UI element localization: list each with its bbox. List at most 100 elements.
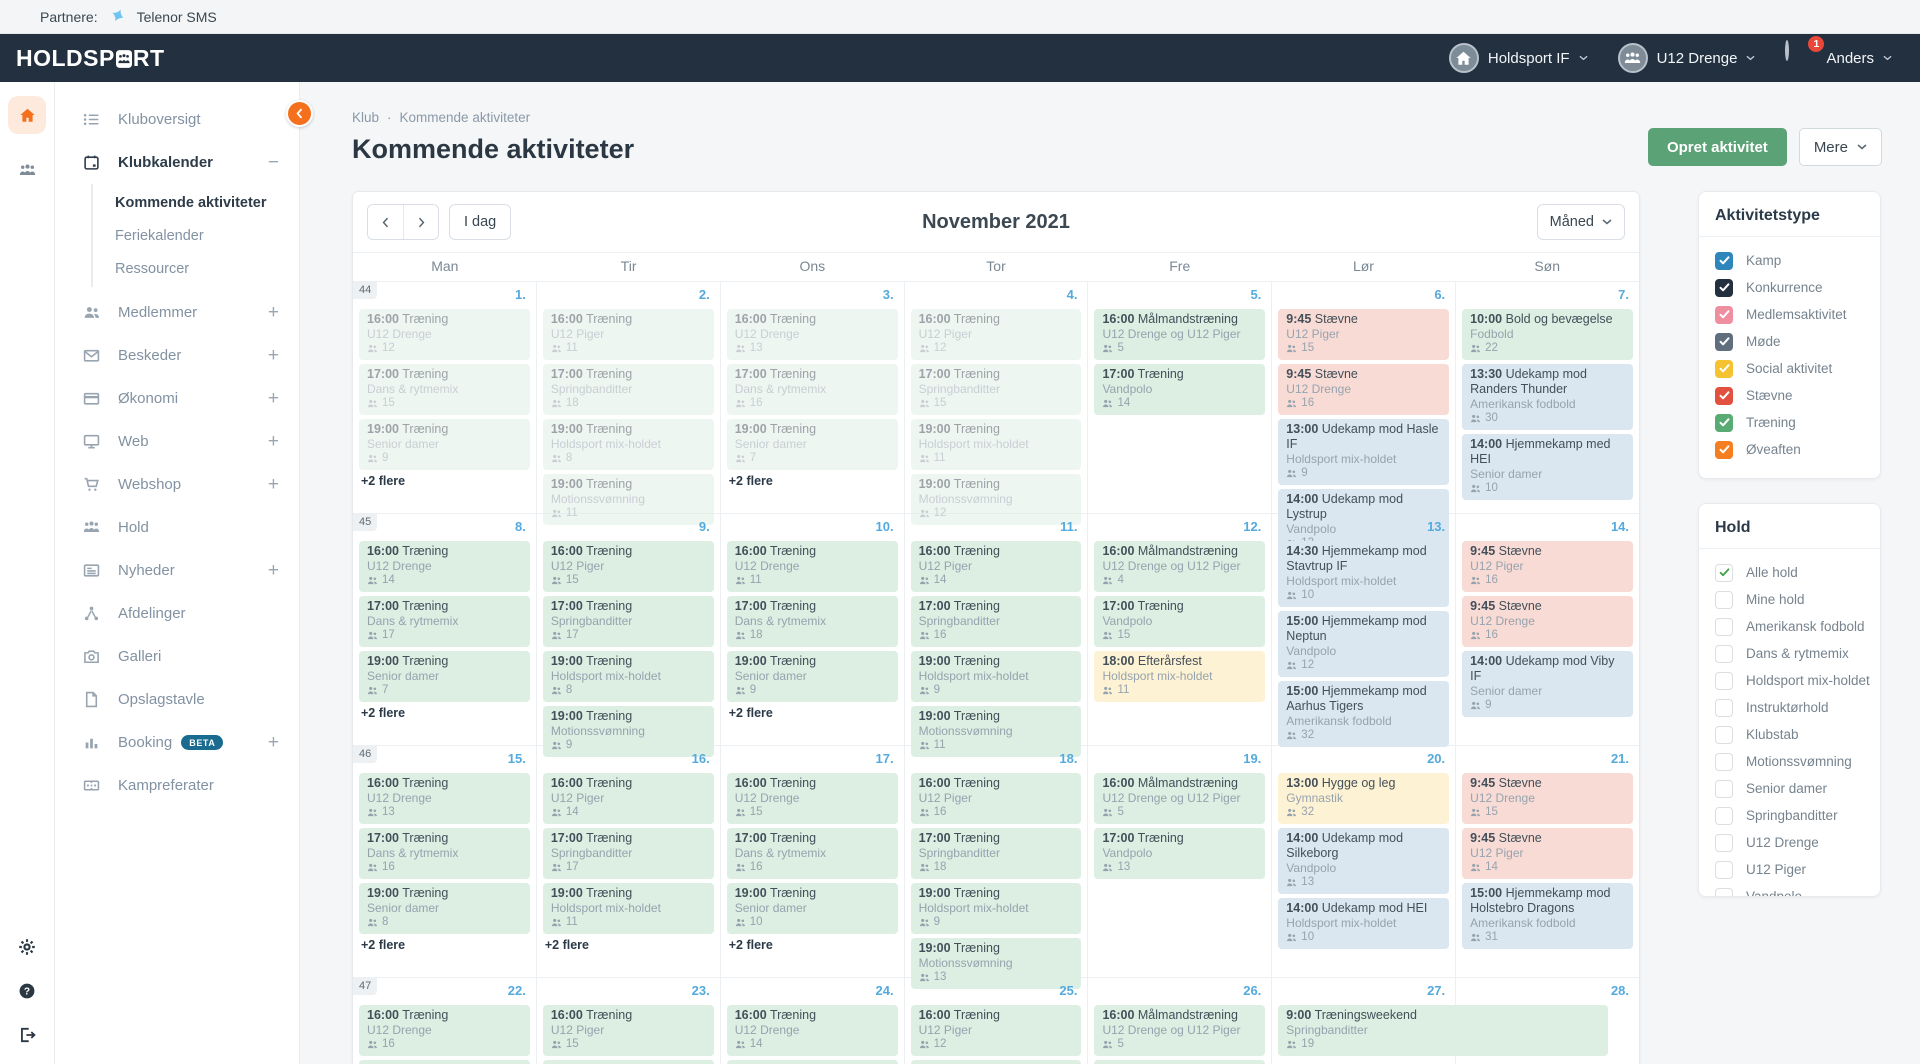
filter-row-u12-piger[interactable]: U12 Piger	[1715, 856, 1864, 883]
event-chip[interactable]: 17:00 Træning Vandpolo 13	[1094, 828, 1266, 879]
calendar-day-cell[interactable]: 3. 16:00 Træning U12 Drenge 13 17:00 Træning…	[721, 282, 905, 513]
sidebar-item-afdelinger[interactable]: Afdelinger	[55, 592, 299, 635]
event-chip[interactable]: 16:00 Træning U12 Drenge 16	[359, 1005, 530, 1056]
day-number-link[interactable]: 7.	[1618, 287, 1630, 302]
event-chip[interactable]: 19:00 Træning Senior damer 7	[726, 419, 898, 470]
create-activity-button[interactable]: Opret aktivitet	[1647, 128, 1787, 166]
filter-row-tr-ning[interactable]: Træning	[1715, 409, 1864, 436]
event-chip[interactable]: 16:00 Træning U12 Drenge 13	[726, 309, 898, 360]
event-chip[interactable]: 19:00 Træning Senior damer 8	[359, 883, 530, 934]
sidebar-item-nyheder[interactable]: Nyheder +	[55, 549, 299, 592]
event-chip[interactable]: 17:00 Træning Vandpolo 15	[1094, 596, 1266, 647]
day-number-link[interactable]: 25.	[1059, 983, 1078, 998]
event-chip[interactable]: 16:00 Målmandstræning U12 Drenge og U12 P…	[1094, 541, 1266, 592]
event-chip[interactable]: 19:00 Træning Holdsport mix-holdet 11	[910, 419, 1082, 470]
event-chip[interactable]: 19:00 Træning Holdsport mix-holdet 11	[542, 883, 714, 934]
checkbox-vandpolo[interactable]	[1715, 887, 1733, 896]
day-number-link[interactable]: 14.	[1610, 519, 1630, 534]
calendar-day-cell[interactable]: 20. 13:00 Hygge og leg Gymnastik 32 14:00 Ud…	[1272, 746, 1457, 977]
checkbox-m-de[interactable]	[1715, 332, 1733, 351]
day-number-link[interactable]: 27.	[1427, 983, 1446, 998]
filter-row-amerikansk-fodbold[interactable]: Amerikansk fodbold	[1715, 613, 1865, 640]
day-number-link[interactable]: 9.	[698, 519, 710, 534]
day-number-link[interactable]: 15.	[507, 751, 526, 766]
checkbox-konkurrence[interactable]	[1715, 278, 1733, 297]
event-chip[interactable]: 14:00 Udekamp mod Silkeborg Vandpolo 13	[1278, 828, 1450, 894]
filter-row-u12-drenge[interactable]: U12 Drenge	[1715, 829, 1864, 856]
more-events-link[interactable]: +2 flere	[544, 938, 589, 952]
event-chip[interactable]: 16:00 Træning U12 Piger 14	[542, 773, 714, 824]
checkbox-senior-damer[interactable]	[1715, 779, 1733, 798]
day-number-link[interactable]: 12.	[1243, 519, 1262, 534]
calendar-day-cell[interactable]: 14. 9:45 Stævne U12 Piger 16 9:45 Stævne U12 …	[1456, 514, 1639, 745]
checkbox-alle-hold[interactable]	[1715, 563, 1733, 582]
event-chip[interactable]: 17:00 Træning Dans & rytmemix 16	[726, 364, 898, 415]
filter-row-dans-rytmemix[interactable]: Dans & rytmemix	[1715, 640, 1864, 667]
event-chip[interactable]: 13:00 Hygge og leg Gymnastik 32	[1278, 773, 1450, 824]
event-chip[interactable]: 16:00 Træning U12 Drenge 11	[726, 541, 898, 592]
day-number-link[interactable]: 22.	[507, 983, 526, 998]
day-number-link[interactable]: 8.	[515, 519, 526, 534]
event-chip[interactable]: 19:00 Træning Motionssvømning 9	[542, 706, 714, 757]
filter-row-st-vne[interactable]: Stævne	[1715, 382, 1864, 409]
expand-section-icon[interactable]: +	[267, 474, 279, 495]
event-chip[interactable]: 16:00 Træning U12 Piger 12	[910, 1005, 1082, 1056]
sidebar-item-medlemmer[interactable]: Medlemmer +	[55, 291, 299, 334]
filter-row-social-aktivitet[interactable]: Social aktivitet	[1715, 355, 1864, 382]
calendar-day-cell[interactable]: 12. 16:00 Målmandstræning U12 Drenge og U1…	[1088, 514, 1273, 745]
event-chip[interactable]: 16:00 Træning U12 Piger 11	[542, 309, 714, 360]
checkbox-st-vne[interactable]	[1715, 386, 1733, 405]
day-number-link[interactable]: 10.	[875, 519, 894, 534]
event-chip[interactable]: 18:00 Efterårsfest Holdsport mix-holdet 11	[1094, 651, 1266, 702]
expand-section-icon[interactable]: +	[267, 431, 279, 452]
calendar-day-cell[interactable]: 4. 16:00 Træning U12 Piger 12 17:00 Træning S…	[905, 282, 1089, 525]
more-events-link[interactable]: +2 flere	[361, 938, 406, 952]
sidebar-subitem-ressourcer[interactable]: Ressourcer	[115, 260, 190, 277]
breadcrumb-root[interactable]: Klub	[352, 110, 380, 125]
calendar-day-cell[interactable]: 16. 16:00 Træning U12 Piger 14 17:00 Træning…	[537, 746, 721, 977]
event-chip[interactable]: 9:45 Stævne U12 Piger 14	[1462, 828, 1634, 879]
day-number-link[interactable]: 16.	[691, 751, 710, 766]
calendar-day-cell[interactable]: 5. 16:00 Målmandstræning U12 Drenge og U12…	[1088, 282, 1273, 513]
sidebar-item-klubkalender[interactable]: Klubkalender −	[55, 141, 299, 184]
event-chip[interactable]: 19:00 Træning Senior damer 10	[726, 883, 898, 934]
calendar-day-cell[interactable]: 19. 16:00 Målmandstræning U12 Drenge og U1…	[1088, 746, 1273, 977]
day-number-link[interactable]: 3.	[882, 287, 894, 302]
event-chip[interactable]: 14:00 Udekamp mod Viby IF Senior damer 9	[1462, 651, 1634, 717]
sidebar-collapse-button[interactable]	[286, 100, 313, 127]
checkbox-klubstab[interactable]	[1715, 725, 1733, 744]
sidebar-item-hold[interactable]: Hold	[55, 506, 299, 549]
event-chip[interactable]: 16:00 Træning U12 Piger 16	[910, 773, 1082, 824]
day-number-link[interactable]: 18.	[1059, 751, 1078, 766]
sidebar-item-booking[interactable]: Booking BETA +	[55, 721, 299, 764]
filter-row-instrukt-rhold[interactable]: Instruktørhold	[1715, 694, 1864, 721]
event-chip[interactable]: 17:00 Træning Springbanditter 17	[542, 828, 714, 879]
event-chip[interactable]: 17:00 Træning Springbanditter 17	[542, 596, 714, 647]
event-chip[interactable]: 19:00 Træning Holdsport mix-holdet 8	[542, 419, 714, 470]
event-chip[interactable]: 17:00 Træning Dans & rytmemix 16	[359, 828, 530, 879]
day-number-link[interactable]: 2.	[698, 287, 710, 302]
calendar-day-cell[interactable]: 27. 9:00 Træningsweekend Springbanditter 19	[1272, 978, 1609, 1064]
sidebar-item-web[interactable]: Web +	[55, 420, 299, 463]
event-chip[interactable]: 16:00 Træning U12 Piger 15	[542, 1005, 714, 1056]
event-chip[interactable]: 16:00 Træning U12 Drenge 14	[359, 541, 530, 592]
checkbox-mine-hold[interactable]	[1715, 590, 1733, 609]
calendar-day-cell[interactable]: 23. 16:00 Træning U12 Piger 15	[537, 978, 721, 1064]
event-chip[interactable]: 9:45 Stævne U12 Drenge 15	[1462, 773, 1634, 824]
checkbox-u12-drenge[interactable]	[1715, 833, 1733, 852]
sidebar-item-kluboversigt[interactable]: Kluboversigt	[55, 98, 299, 141]
event-chip[interactable]	[542, 1060, 714, 1064]
event-chip[interactable]: 19:00 Træning Senior damer 7	[359, 651, 530, 702]
view-select[interactable]: Måned	[1536, 204, 1625, 240]
checkbox-holdsport-mix-holdet[interactable]	[1715, 671, 1733, 690]
event-chip[interactable]: 13:00 Udekamp mod Hasle IF Holdsport mix-…	[1278, 419, 1450, 485]
event-chip[interactable]: 14:00 Udekamp mod HEI Holdsport mix-holde…	[1278, 898, 1450, 949]
day-number-link[interactable]: 26.	[1243, 983, 1262, 998]
filter-row-alle-hold[interactable]: Alle hold	[1715, 559, 1864, 586]
checkbox-amerikansk-fodbold[interactable]	[1715, 617, 1733, 636]
day-number-link[interactable]: 13.	[1427, 519, 1446, 534]
more-events-link[interactable]: +2 flere	[728, 938, 773, 952]
day-number-link[interactable]: 5.	[1250, 287, 1262, 302]
event-chip[interactable]: 9:45 Stævne U12 Drenge 16	[1462, 596, 1634, 647]
event-chip[interactable]: 16:00 Træning U12 Piger 15	[542, 541, 714, 592]
